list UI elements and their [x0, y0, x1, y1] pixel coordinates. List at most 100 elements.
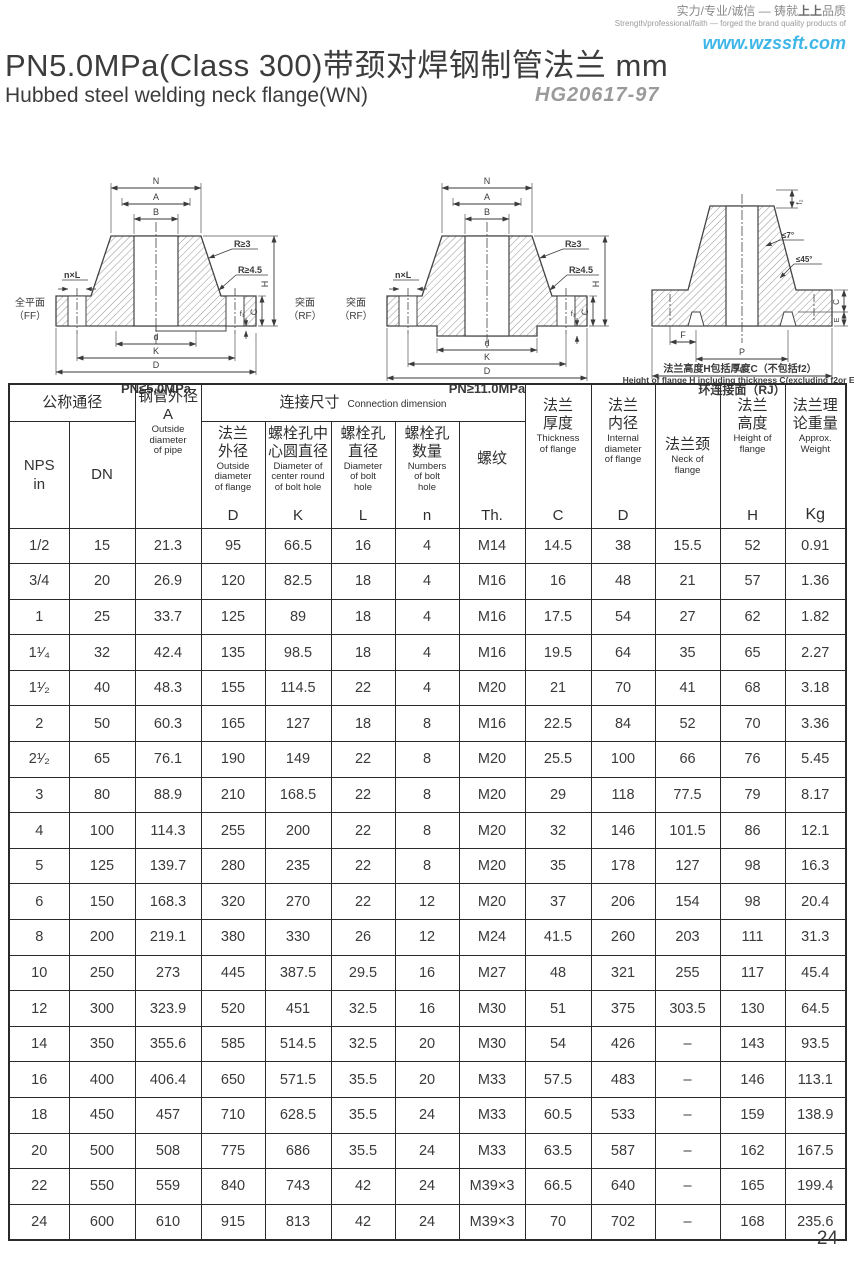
- table-cell: 32.5: [330, 990, 396, 1027]
- table-cell: 451: [264, 990, 332, 1027]
- table-cell: 255: [200, 812, 266, 849]
- pipe-col-en: Outside diameter of pipe: [149, 424, 187, 456]
- table-cell: 80: [68, 776, 136, 814]
- table-cell: 4: [8, 812, 70, 849]
- table-cell: 79: [719, 776, 786, 814]
- table-cell: 168.5: [264, 776, 332, 814]
- dim-label-f1: f₁: [240, 309, 245, 318]
- table-cell: 585: [200, 1025, 266, 1063]
- col-cn: 螺栓孔 数量: [404, 424, 450, 460]
- table-cell: M33: [458, 1132, 526, 1170]
- dim-label-E: E: [832, 317, 841, 322]
- table-cell: 3/4: [8, 563, 70, 600]
- page-title: PN5.0MPa(Class 300)带颈对焊钢制管法兰 mm: [5, 48, 669, 83]
- table-cell: 4: [394, 598, 460, 636]
- table-cell: 210: [200, 776, 266, 814]
- table-cell: 559: [134, 1168, 202, 1205]
- table-cell: 330: [264, 919, 332, 956]
- table-cell: M20: [458, 847, 526, 885]
- table-cell: 8: [8, 919, 70, 956]
- table-cell: 650: [200, 1061, 266, 1098]
- table-cell: 200: [68, 919, 136, 956]
- table-cell: 686: [264, 1132, 332, 1170]
- table-cell: 100: [590, 741, 656, 778]
- table-cell: 743: [264, 1168, 332, 1205]
- table-cell: 52: [654, 705, 721, 743]
- table-row: 2¹⁄₂ 65 76.1 190 149 22 8 M20 25.5 100 66 76 5.45: [8, 741, 847, 778]
- table-cell: 146: [719, 1061, 786, 1098]
- group-connection-cn: 连接尺寸: [279, 393, 340, 411]
- header-connection-dimension: 连接尺寸 Connection dimension: [200, 383, 526, 422]
- table-cell: 19.5: [524, 634, 592, 671]
- table-cell: 84: [590, 705, 656, 743]
- table-cell: 710: [200, 1097, 266, 1134]
- header-flange-height: 法兰 高度 Height of flange H: [719, 383, 786, 529]
- col-en: Diameter of center round of bolt hole: [271, 460, 325, 493]
- table-cell: 70: [590, 669, 656, 707]
- group-connection-en: Connection dimension: [347, 398, 447, 410]
- dim-label-H: H: [591, 281, 601, 288]
- flange-section-drawing-3: f₂ ≤7° ≤45° C E F: [651, 189, 848, 397]
- col-letter: n: [422, 506, 432, 524]
- table-cell: 114.3: [134, 812, 202, 849]
- table-cell: 17.5: [524, 598, 592, 636]
- table-row: 8 200 219.1 380 330 26 12 M24 41.5 260 203 111 31.3: [8, 919, 847, 956]
- table-cell: 380: [200, 919, 266, 956]
- table-cell: 113.1: [784, 1061, 847, 1098]
- table-cell: 16: [330, 527, 396, 565]
- table-cell: 139.7: [134, 847, 202, 885]
- bolt-hole-label-nxl: n×L: [64, 270, 81, 280]
- bore: [133, 235, 179, 327]
- table-cell: M27: [458, 954, 526, 992]
- table-cell: M16: [458, 634, 526, 671]
- col-en: Numbers of bolt hole: [407, 460, 447, 493]
- table-cell: 130: [719, 990, 786, 1027]
- col-en: Neck of flange: [671, 454, 704, 476]
- table-cell: 76: [719, 741, 786, 778]
- table-cell: 65: [68, 741, 136, 778]
- standard-number: HG20617-97: [535, 84, 660, 106]
- angle-label-45deg: ≤45°: [796, 255, 813, 264]
- face-label-ff: （FF）: [14, 310, 46, 322]
- table-cell: 32: [524, 812, 592, 849]
- table-cell: 5.45: [784, 741, 847, 778]
- table-cell: 18: [330, 563, 396, 600]
- table-cell: 150: [68, 883, 136, 921]
- header-flange-thickness: 法兰 厚度 Thickness of flange C: [524, 383, 592, 529]
- col-cn: 法兰 内径: [608, 397, 639, 432]
- table-cell: 101.5: [654, 812, 721, 849]
- slogan-brand: 上上: [797, 4, 822, 18]
- table-cell: 66.5: [264, 527, 332, 565]
- table-cell: 1¹⁄₄: [8, 634, 70, 671]
- table-cell: 320: [200, 883, 266, 921]
- table-cell: 22: [330, 669, 396, 707]
- table-cell: 303.5: [654, 990, 721, 1027]
- table-cell: M16: [458, 705, 526, 743]
- table-cell: –: [654, 1061, 721, 1098]
- table-row: 24 600 610 915 813 42 24 M39×3 70 702–168 235.6: [8, 1203, 847, 1241]
- table-cell: 20: [394, 1061, 460, 1098]
- table-cell: 143: [719, 1025, 786, 1063]
- table-cell: M33: [458, 1061, 526, 1098]
- table-cell: 520: [200, 990, 266, 1027]
- ring-groove-right: [779, 311, 797, 327]
- table-cell: 587: [590, 1132, 656, 1170]
- table-cell: 270: [264, 883, 332, 921]
- table-cell: 1: [8, 598, 70, 636]
- table-cell: 82.5: [264, 563, 332, 600]
- col-letter: H: [747, 506, 758, 524]
- table-cell: 127: [264, 705, 332, 743]
- table-cell: 24: [394, 1132, 460, 1170]
- table-cell: 60.5: [524, 1097, 592, 1134]
- face-label-ff-cn: 全平面: [15, 296, 45, 309]
- table-cell: 445: [200, 954, 266, 992]
- header-thread: 螺纹 Th.: [458, 420, 526, 529]
- table-row: 18 450 457 710 628.5 35.5 24 M33 60.5 533–159 138.…: [8, 1097, 847, 1134]
- table-cell: 40: [68, 669, 136, 707]
- header-nps: NPS in: [8, 420, 70, 529]
- table-cell: 300: [68, 990, 136, 1027]
- table-cell: 12: [8, 990, 70, 1027]
- table-cell: 2.27: [784, 634, 847, 671]
- table-cell: 155: [200, 669, 266, 707]
- table-cell: 38: [590, 527, 656, 565]
